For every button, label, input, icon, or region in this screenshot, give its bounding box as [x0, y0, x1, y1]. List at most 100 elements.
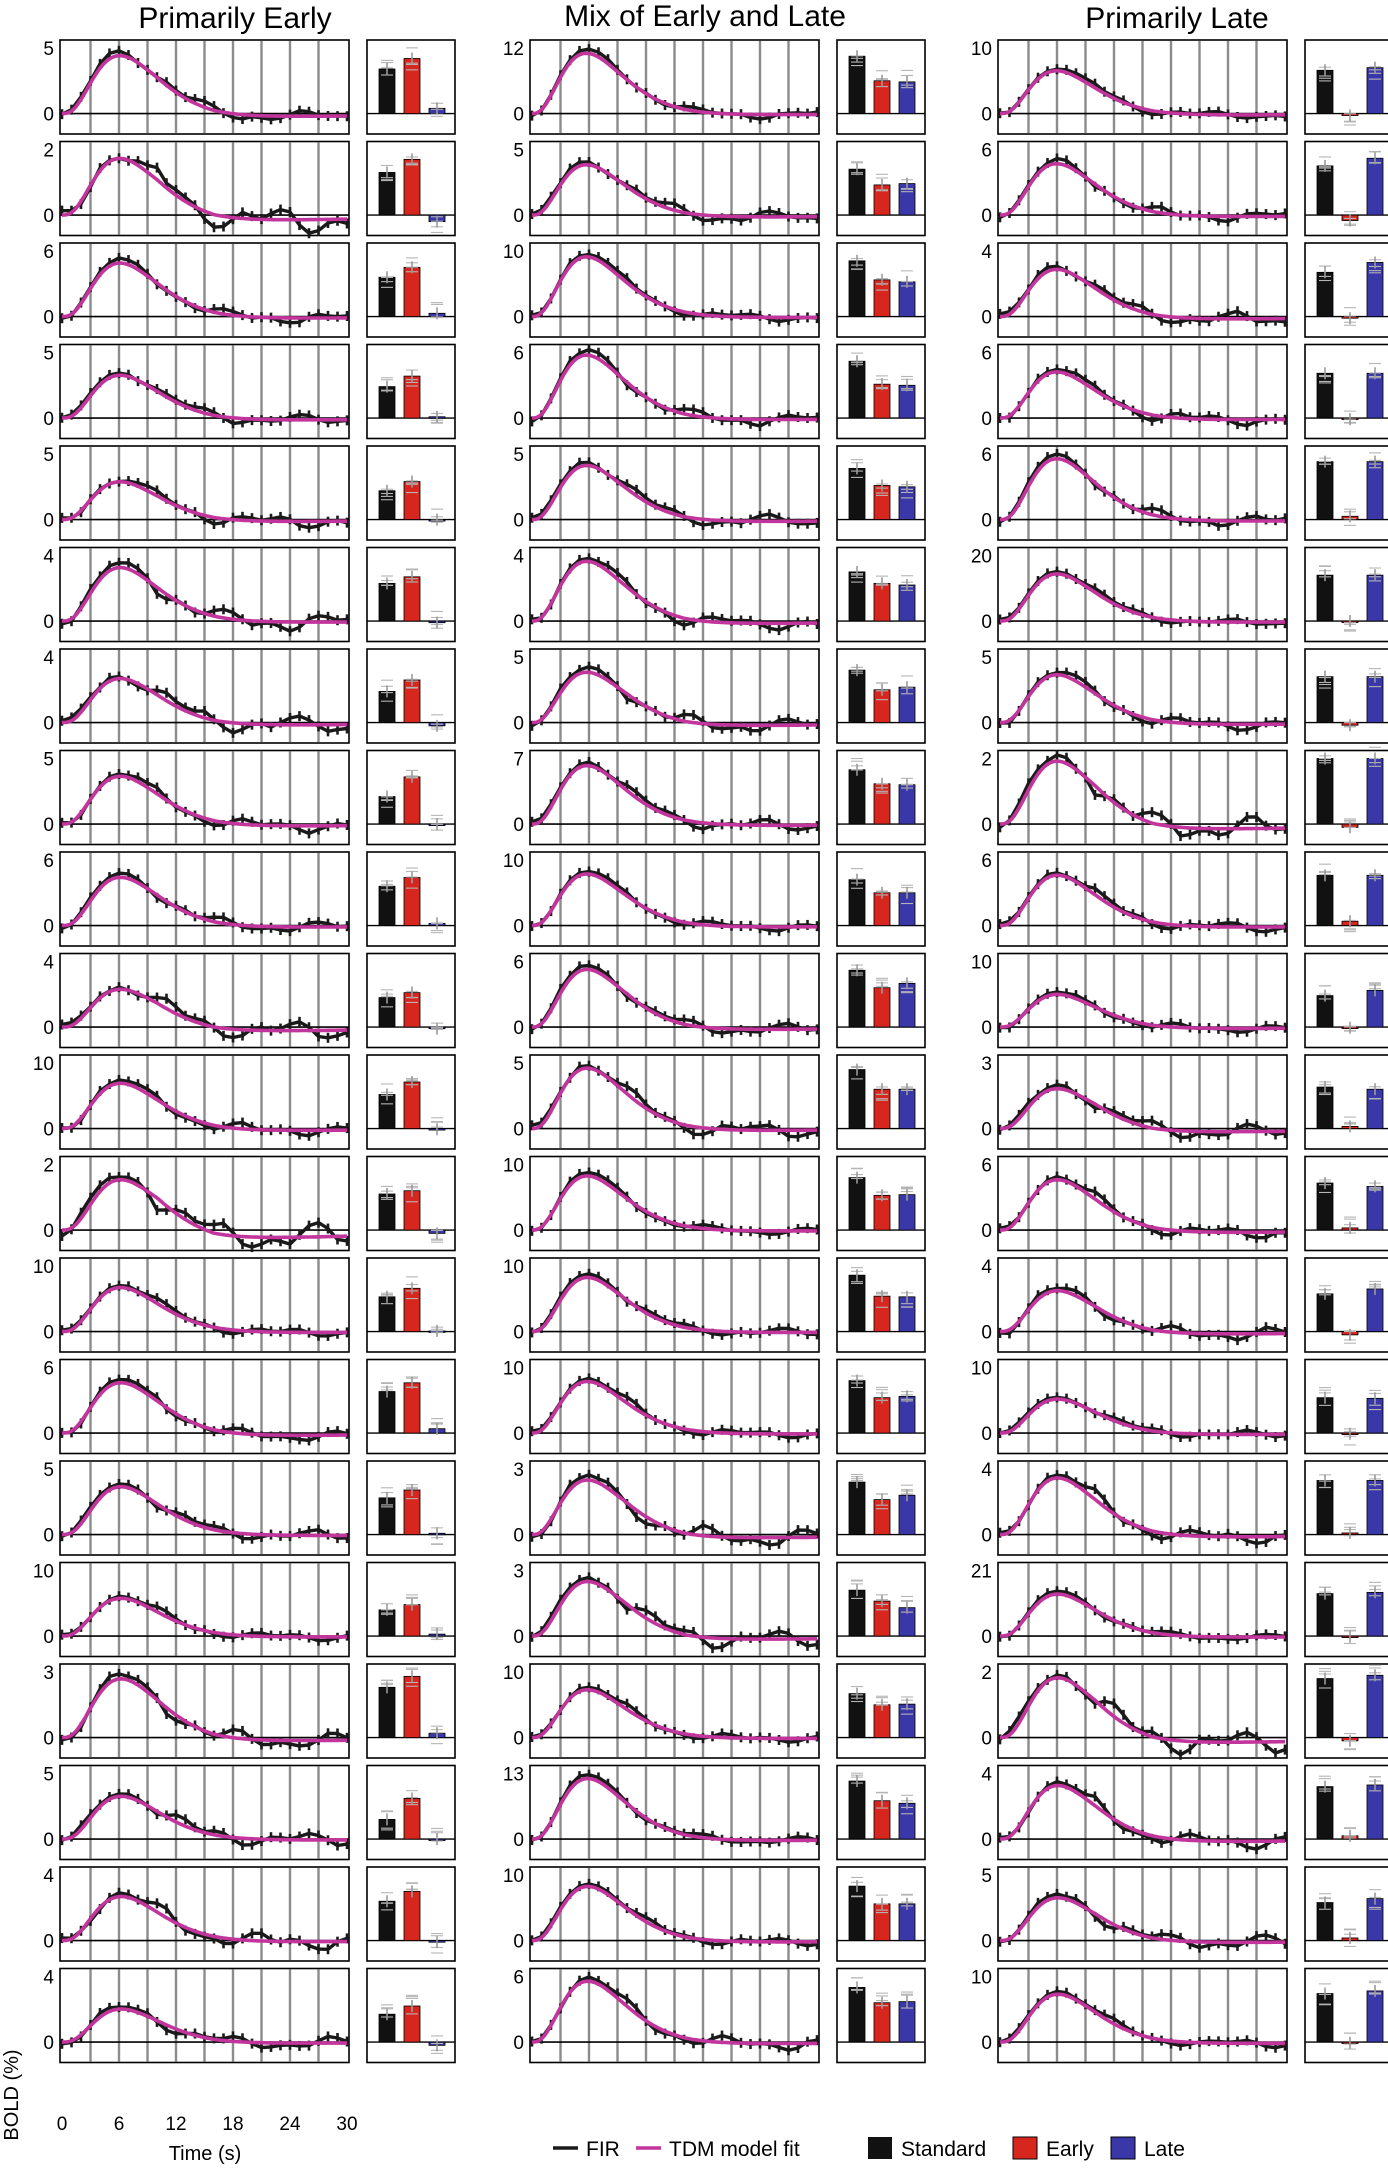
- bar-panel-frame: [836, 1866, 926, 1962]
- y-tick-max: 6: [981, 445, 992, 466]
- tdm-fit-curve: [999, 1676, 1286, 1744]
- y-tick-max: 4: [981, 242, 992, 263]
- bar-panel-frame: [366, 1967, 456, 2064]
- line-plot-frame: [529, 1257, 820, 1353]
- y-tick-max: 2: [43, 141, 54, 162]
- panel-1-4: 50: [43, 344, 456, 440]
- panel-2-9: 10 0: [503, 851, 926, 947]
- panel-3-1: 10 0: [971, 39, 1388, 135]
- y-tick-zero: 0: [513, 1424, 524, 1445]
- panel-2-7: 50: [513, 648, 926, 744]
- tdm-fit-curve: [531, 51, 817, 117]
- tdm-fit-curve: [531, 1275, 817, 1335]
- y-tick-max: 2: [981, 750, 992, 771]
- panel-2-14: 10 0: [503, 1359, 926, 1455]
- panel-3-2: 60: [981, 140, 1388, 237]
- line-plot-frame: [997, 1866, 1288, 1962]
- bar-early: [403, 1382, 421, 1434]
- line-plot-frame: [59, 1866, 350, 1962]
- line-plot-frame: [529, 1460, 820, 1556]
- line-plot-frame: [997, 1257, 1288, 1353]
- bar-early: [403, 1890, 421, 1941]
- y-tick-max: 21: [971, 1562, 992, 1583]
- line-plot-frame: [529, 445, 820, 541]
- y-tick-zero: 0: [981, 206, 992, 227]
- bar-standard: [848, 1177, 866, 1231]
- panel-1-1: 50: [43, 39, 456, 135]
- bar-standard: [378, 1686, 396, 1738]
- bar-panel-frame: [366, 445, 456, 541]
- bar-standard: [848, 468, 866, 520]
- line-plot-frame: [59, 851, 350, 947]
- tdm-fit-curve: [61, 1285, 347, 1335]
- bar-late: [1366, 1674, 1384, 1738]
- line-plot-frame: [997, 952, 1288, 1049]
- bar-panel-frame: [836, 952, 926, 1049]
- tdm-fit-curve: [61, 987, 347, 1033]
- line-plot-frame: [997, 1967, 1288, 2064]
- y-tick-zero: 0: [981, 1729, 992, 1750]
- panel-1-8: 50: [43, 749, 456, 846]
- y-tick-max: 3: [513, 1460, 524, 1481]
- panel-1-11: 10 0: [33, 1054, 456, 1150]
- panel-1-18: 50: [43, 1765, 456, 1861]
- panel-1-14: 60: [43, 1359, 456, 1455]
- y-tick-max: 10: [971, 953, 992, 974]
- tdm-fit-curve: [999, 1177, 1285, 1235]
- panel-3-10: 10 0: [971, 952, 1388, 1049]
- y-tick-zero: 0: [43, 917, 54, 938]
- y-tick-max: 10: [971, 1968, 992, 1989]
- line-plot-frame: [529, 39, 820, 135]
- y-tick-zero: 0: [981, 1932, 992, 1953]
- y-tick-zero: 0: [513, 105, 524, 126]
- x-tick-18: 18: [222, 2114, 243, 2135]
- line-plot-frame: [529, 952, 820, 1049]
- tdm-fit-curve: [531, 1579, 817, 1641]
- panel-3-9: 60: [981, 851, 1388, 947]
- bar-standard: [848, 1481, 866, 1535]
- tdm-fit-curve: [61, 774, 347, 828]
- bar-standard: [848, 360, 866, 419]
- tdm-fit-curve: [999, 161, 1285, 219]
- bar-late: [1366, 1185, 1384, 1231]
- bar-standard: [1316, 874, 1334, 926]
- panel-2-5: 50: [513, 445, 926, 541]
- panel-2-10: 60: [513, 952, 926, 1049]
- tdm-fit-curve: [61, 1794, 347, 1842]
- tdm-fit-curve: [61, 1677, 347, 1743]
- bar-panel-frame: [366, 749, 456, 846]
- y-tick-max: 6: [981, 344, 992, 365]
- line-plot-frame: [997, 1054, 1288, 1150]
- panel-2-16: 30: [513, 1562, 926, 1658]
- y-tick-max: 10: [503, 851, 524, 872]
- line-plot-frame: [997, 749, 1288, 846]
- line-plot-frame: [59, 1155, 350, 1252]
- panel-3-16: 21 0: [971, 1562, 1388, 1658]
- bar-standard: [1316, 1678, 1334, 1738]
- panel-2-13: 10 0: [503, 1257, 926, 1353]
- tdm-fit-curve: [531, 1979, 817, 2046]
- bar-panel-frame: [366, 1663, 456, 1759]
- panel-1-19: 40: [43, 1866, 456, 1962]
- panel-2-12: 10 0: [503, 1156, 926, 1252]
- tdm-fit-curve: [531, 670, 817, 728]
- tdm-fit-curve: [61, 1484, 347, 1538]
- bar-panel-frame: [1304, 749, 1388, 846]
- tdm-fit-curve: [61, 1894, 347, 1944]
- legend: FIR TDM model fit Standard Early Late: [553, 2136, 1185, 2161]
- y-tick-max: 6: [981, 851, 992, 872]
- line-plot-frame: [997, 39, 1288, 135]
- y-tick-max: 5: [513, 141, 524, 162]
- bar-panel-frame: [1304, 1764, 1388, 1861]
- bar-panel-frame: [366, 1054, 456, 1150]
- bar-standard: [848, 55, 866, 114]
- panel-3-8: 20: [981, 746, 1388, 846]
- line-plot-frame: [997, 140, 1288, 237]
- y-tick-zero: 0: [981, 1323, 992, 1344]
- y-tick-max: 5: [43, 750, 54, 771]
- tdm-fit-curve: [999, 992, 1285, 1031]
- bar-panel-frame: [836, 39, 926, 135]
- tdm-fit-curve: [61, 261, 347, 320]
- line-plot-frame: [59, 648, 350, 744]
- panel-1-7: 40: [43, 648, 456, 744]
